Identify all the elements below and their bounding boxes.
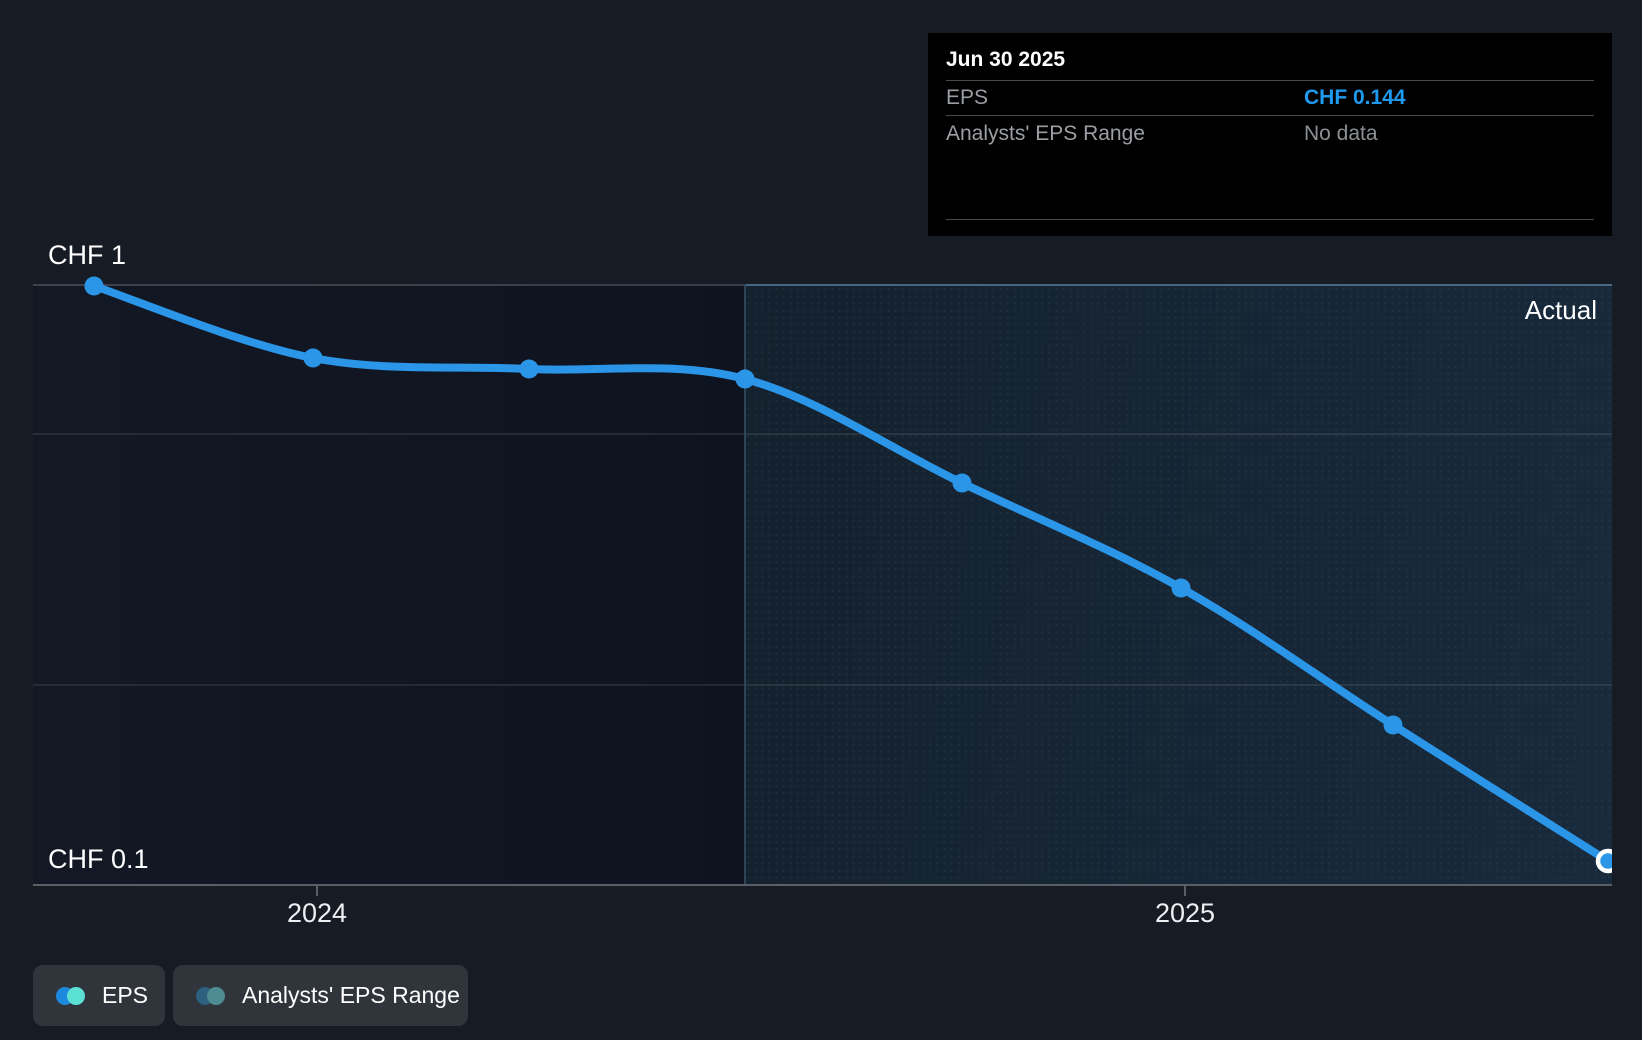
legend-eps-label: EPS [102, 982, 149, 1008]
tooltip-row-eps: EPS CHF 0.144 [946, 81, 1594, 116]
x-tick-2025 [1184, 886, 1186, 896]
tooltip-eps-label: EPS [946, 86, 989, 109]
legend-button-analysts-eps-range[interactable]: Analysts' EPS Range [173, 965, 468, 1026]
x-tick-label-2025: 2025 [1154, 898, 1216, 928]
plot-area [33, 284, 1612, 885]
actual-region-label: Actual [1524, 295, 1597, 325]
x-tick-2024 [316, 886, 318, 896]
history-region [33, 284, 745, 885]
gridline-middle-1 [33, 433, 1612, 435]
actual-boundary-line [744, 284, 746, 885]
tooltip-date-title: Jun 30 2025 [946, 33, 1594, 81]
y-axis-label-top: CHF 1 [48, 240, 127, 270]
x-axis-line [33, 884, 1612, 886]
actual-shaded-region [745, 284, 1612, 885]
tooltip-bottom-divider [946, 219, 1594, 220]
legend-button-eps[interactable]: EPS [33, 965, 165, 1026]
eps-series-dot-icon [56, 986, 85, 1005]
range-series-dot-icon [196, 986, 225, 1005]
tooltip-row-range: Analysts' EPS Range No data [946, 116, 1594, 151]
gridline-middle-2 [33, 684, 1612, 686]
x-tick-label-2024: 2024 [286, 898, 348, 928]
tooltip-range-label: Analysts' EPS Range [946, 121, 1145, 145]
tooltip-spacer [946, 151, 1594, 219]
tooltip-eps-value: CHF 0.144 [1304, 86, 1406, 109]
legend-range-label: Analysts' EPS Range [242, 982, 460, 1008]
tooltip-range-value: No data [1304, 121, 1378, 145]
tooltip: Jun 30 2025 EPS CHF 0.144 Analysts' EPS … [928, 33, 1612, 236]
y-axis-label-bottom: CHF 0.1 [48, 844, 149, 874]
